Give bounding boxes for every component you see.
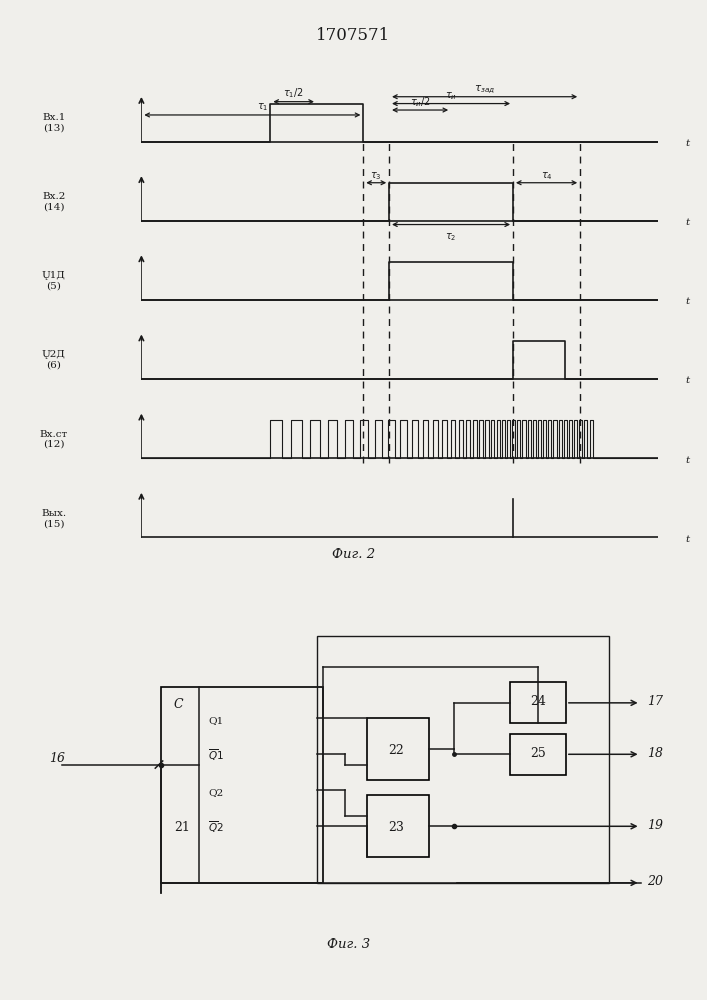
Text: 19: 19	[647, 819, 662, 832]
Text: $\tau_4$: $\tau_4$	[541, 170, 552, 182]
Text: Фиг. 3: Фиг. 3	[327, 938, 370, 951]
Text: t: t	[686, 218, 690, 227]
Text: $\tau_1/2$: $\tau_1/2$	[284, 86, 304, 100]
Text: Q1: Q1	[208, 716, 223, 725]
Text: Ų2Д
(6): Ų2Д (6)	[42, 350, 66, 370]
Text: $\tau_2$: $\tau_2$	[445, 231, 457, 243]
Text: C: C	[174, 698, 184, 711]
Bar	[367, 795, 429, 857]
Text: $\overline{Q}$2: $\overline{Q}$2	[208, 819, 224, 835]
Text: $\tau_1$: $\tau_1$	[257, 101, 269, 113]
Text: 21: 21	[174, 821, 189, 834]
Text: Фиг. 2: Фиг. 2	[332, 548, 375, 562]
Bar	[367, 718, 429, 780]
Text: t: t	[686, 297, 690, 306]
Text: 18: 18	[647, 747, 662, 760]
Text: t: t	[686, 456, 690, 465]
Text: t: t	[686, 139, 690, 148]
Text: Q2: Q2	[208, 788, 223, 797]
Text: 25: 25	[530, 747, 546, 760]
Text: 17: 17	[647, 695, 662, 708]
Text: Ų1Д
(5): Ų1Д (5)	[42, 271, 66, 291]
Text: t: t	[686, 535, 690, 544]
Text: $\tau_{и}/2$: $\tau_{и}/2$	[410, 95, 431, 109]
Text: 24: 24	[530, 695, 546, 708]
Text: t: t	[686, 376, 690, 385]
Text: 1707571: 1707571	[316, 26, 391, 43]
Text: 20: 20	[647, 875, 662, 888]
Text: Вх.1
(13): Вх.1 (13)	[42, 113, 65, 132]
Text: $\tau_{и}$: $\tau_{и}$	[445, 91, 457, 102]
Text: Вых.
(15): Вых. (15)	[41, 509, 66, 528]
Bar	[317, 636, 609, 883]
Text: 23: 23	[389, 821, 404, 834]
Text: 22: 22	[389, 744, 404, 757]
Bar	[161, 687, 323, 883]
Text: Вх.ст
(12): Вх.ст (12)	[40, 430, 68, 449]
Text: $\tau_3$: $\tau_3$	[370, 170, 382, 182]
Bar	[510, 734, 566, 775]
Text: $\tau_{зад}$: $\tau_{зад}$	[474, 83, 495, 96]
Bar	[510, 682, 566, 723]
Text: $\overline{Q}$1: $\overline{Q}$1	[208, 747, 224, 763]
Text: Вх.2
(14): Вх.2 (14)	[42, 192, 65, 211]
Text: 16: 16	[49, 752, 66, 765]
